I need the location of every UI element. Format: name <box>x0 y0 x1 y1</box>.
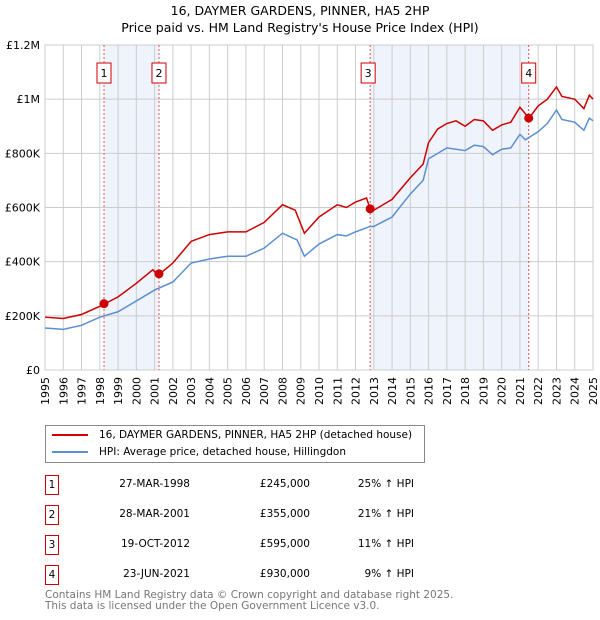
marker-badge: 2 <box>45 505 59 525</box>
legend-label: 16, DAYMER GARDENS, PINNER, HA5 2HP (det… <box>99 429 413 441</box>
x-tick-label: 2016 <box>423 377 436 405</box>
marker-badge: 1 <box>45 475 59 495</box>
transaction-row: 2 28-MAR-2001 £355,000 21% ↑ HPI <box>45 505 445 525</box>
x-tick-label: 2002 <box>167 377 180 405</box>
x-tick-label: 2015 <box>404 377 417 405</box>
x-tick-label: 2000 <box>130 377 143 405</box>
sale-marker-box <box>96 62 112 84</box>
x-tick-label: 2007 <box>258 377 271 405</box>
x-tick-label: 1997 <box>76 377 89 405</box>
x-tick-label: 2001 <box>149 377 162 405</box>
sale-marker-box <box>521 62 537 84</box>
transaction-hpi-diff: 11% ↑ HPI <box>357 538 414 550</box>
x-tick-label: 2014 <box>386 377 399 405</box>
transaction-date: 19-OCT-2012 <box>121 538 190 550</box>
x-tick-label: 2013 <box>368 377 381 405</box>
x-tick-label: 2019 <box>477 377 490 405</box>
transaction-price: £245,000 <box>259 478 310 490</box>
legend-swatch <box>52 451 88 453</box>
y-tick-label: £200K <box>5 310 41 323</box>
y-tick-label: £600K <box>5 202 41 215</box>
x-tick-label: 2003 <box>185 377 198 405</box>
x-tick-label: 2017 <box>441 377 454 405</box>
sale-marker-label: 4 <box>525 67 532 80</box>
hpi-line <box>44 108 594 331</box>
x-tick-label: 2020 <box>496 377 509 405</box>
transaction-hpi-diff: 25% ↑ HPI <box>357 478 414 490</box>
sale-point <box>365 204 375 214</box>
x-tick-label: 2025 <box>587 377 600 405</box>
legend-label: HPI: Average price, detached house, Hill… <box>99 446 346 458</box>
x-tick-label: 2011 <box>331 377 344 405</box>
transaction-date: 27-MAR-1998 <box>119 478 190 490</box>
x-tick-label: 2012 <box>350 377 363 405</box>
marker-badge: 4 <box>45 565 59 585</box>
y-tick-label: £800K <box>5 147 41 160</box>
x-tick-label: 2010 <box>313 377 326 405</box>
transaction-row: 4 23-JUN-2021 £930,000 9% ↑ HPI <box>45 565 445 585</box>
legend-item-property: 16, DAYMER GARDENS, PINNER, HA5 2HP (det… <box>52 429 412 441</box>
sale-marker-box <box>151 62 167 84</box>
x-tick-label: 2004 <box>203 377 216 405</box>
sale-point <box>99 299 109 309</box>
x-tick-label: 2024 <box>569 377 582 405</box>
sale-point <box>524 113 534 123</box>
y-tick-label: £400K <box>5 256 41 269</box>
transaction-price: £355,000 <box>259 508 310 520</box>
sale-point <box>154 269 164 279</box>
x-tick-label: 1999 <box>112 377 125 405</box>
footer-line: This data is licensed under the Open Gov… <box>45 600 380 612</box>
y-tick-label: £1M <box>17 93 41 106</box>
transaction-hpi-diff: 21% ↑ HPI <box>357 508 414 520</box>
x-tick-label: 2009 <box>295 377 308 405</box>
sale-marker-label: 3 <box>365 67 372 80</box>
x-tick-label: 1998 <box>94 377 107 405</box>
marker-badge: 3 <box>45 535 59 555</box>
chart-subtitle: Price paid vs. HM Land Registry's House … <box>121 20 479 35</box>
x-tick-label: 2005 <box>222 377 235 405</box>
chart-title: 16, DAYMER GARDENS, PINNER, HA5 2HP <box>170 3 430 18</box>
transaction-price: £595,000 <box>259 538 310 550</box>
x-tick-label: 1995 <box>39 377 52 405</box>
footer: Contains HM Land Registry data © Crown c… <box>45 590 453 612</box>
sale-marker-box <box>360 62 376 84</box>
transaction-date: 28-MAR-2001 <box>119 508 190 520</box>
x-tick-label: 2008 <box>276 377 289 405</box>
x-tick-label: 1996 <box>57 377 70 405</box>
transaction-price: £930,000 <box>259 568 310 580</box>
x-tick-label: 2023 <box>550 377 563 405</box>
y-tick-label: £0 <box>26 364 40 377</box>
x-tick-label: 2022 <box>532 377 545 405</box>
x-tick-label: 2021 <box>514 377 527 405</box>
x-tick-label: 2006 <box>240 377 253 405</box>
legend-item-hpi: HPI: Average price, detached house, Hill… <box>52 446 346 458</box>
transaction-date: 23-JUN-2021 <box>123 568 190 580</box>
sale-marker-label: 2 <box>155 67 162 80</box>
footer-line: Contains HM Land Registry data © Crown c… <box>45 589 454 601</box>
plot-frame <box>44 44 594 371</box>
x-tick-label: 2018 <box>459 377 472 405</box>
price-chart: 1995 1996 1997 1998 1999 2000 2001 2002 2003 2004… <box>5 39 600 405</box>
transaction-row: 1 27-MAR-1998 £245,000 25% ↑ HPI <box>45 475 445 495</box>
sale-marker-label: 1 <box>101 67 108 80</box>
y-tick-label: £1.2M <box>6 39 40 52</box>
transaction-row: 3 19-OCT-2012 £595,000 11% ↑ HPI <box>45 535 445 555</box>
transaction-hpi-diff: 9% ↑ HPI <box>364 568 414 580</box>
legend-swatch <box>52 434 88 436</box>
legend: 16, DAYMER GARDENS, PINNER, HA5 2HP (det… <box>45 425 425 463</box>
